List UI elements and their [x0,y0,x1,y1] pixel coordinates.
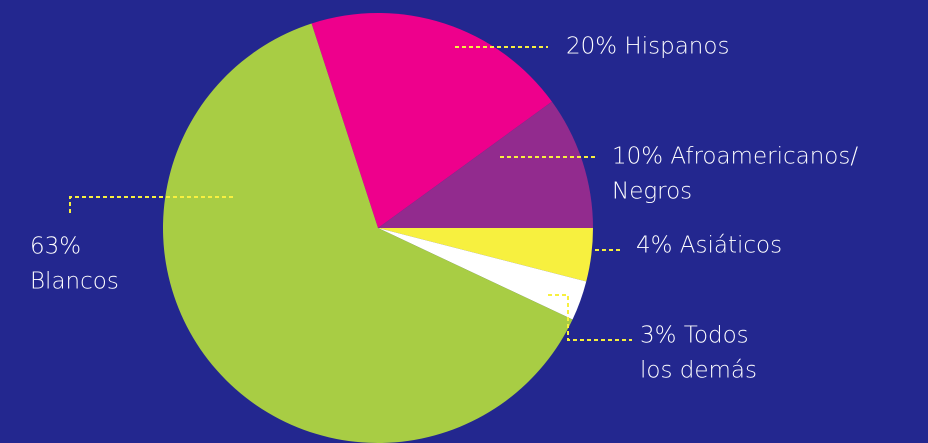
data-label: Blancos [30,269,119,295]
data-label: 63% [30,234,81,260]
data-label: 10% Afroamericanos/ [612,144,858,170]
leader-line [69,196,235,213]
pie-slice [378,228,587,320]
data-label: 3% Todos [640,323,749,349]
leader-lines [69,46,632,341]
pie-slice [311,12,552,228]
data-label: los demás [640,358,757,384]
pie [163,12,593,443]
data-label: 4% Asiáticos [636,233,782,259]
data-label: 20% Hispanos [566,34,729,60]
leader-line [548,294,632,341]
pie-slice [378,228,593,282]
pie-slice [163,23,573,443]
data-label: Negros [612,179,692,205]
pie-slice [378,101,593,228]
